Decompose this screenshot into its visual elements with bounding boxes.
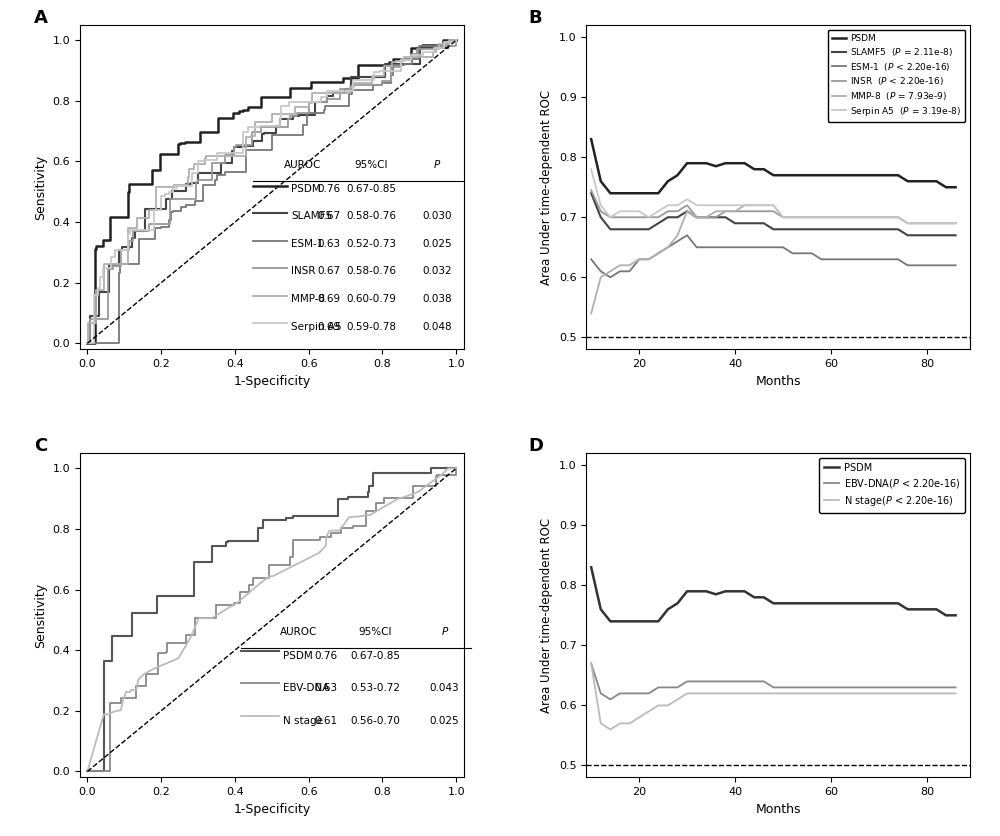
Text: P: P <box>434 160 440 170</box>
Text: 0.61: 0.61 <box>314 716 337 726</box>
Text: 0.67-0.85: 0.67-0.85 <box>347 184 397 194</box>
Text: 0.67: 0.67 <box>318 212 341 222</box>
X-axis label: 1-Specificity: 1-Specificity <box>233 803 310 816</box>
Text: 0.025: 0.025 <box>422 239 452 249</box>
Text: 0.52-0.73: 0.52-0.73 <box>347 239 397 249</box>
Text: ESM-1: ESM-1 <box>291 239 323 249</box>
Y-axis label: Sensitivity: Sensitivity <box>34 155 47 220</box>
Text: 0.030: 0.030 <box>422 212 452 222</box>
Text: 0.60-0.79: 0.60-0.79 <box>347 294 396 304</box>
Text: INSR: INSR <box>291 267 315 277</box>
Text: 0.58-0.76: 0.58-0.76 <box>347 212 397 222</box>
Text: EBV-DNA: EBV-DNA <box>283 683 330 693</box>
Text: 0.048: 0.048 <box>422 322 452 332</box>
Text: B: B <box>529 9 542 27</box>
Legend: PSDM, SLAMF5  ($P$ = 2.11e-8), ESM-1  ($P$ < 2.20e-16), INSR  ($P$ < 2.20e-16), : PSDM, SLAMF5 ($P$ = 2.11e-8), ESM-1 ($P$… <box>828 29 965 122</box>
X-axis label: 1-Specificity: 1-Specificity <box>233 375 310 388</box>
Text: 0.032: 0.032 <box>422 267 452 277</box>
Text: 0.025: 0.025 <box>430 716 459 726</box>
Text: PSDM: PSDM <box>283 650 313 660</box>
Text: 0.038: 0.038 <box>422 294 452 304</box>
Text: A: A <box>34 9 48 27</box>
Y-axis label: Area Under time-dependent ROC: Area Under time-dependent ROC <box>540 517 553 713</box>
Text: 95%CI: 95%CI <box>359 627 392 637</box>
Text: 0.69: 0.69 <box>318 294 341 304</box>
Text: C: C <box>34 437 47 455</box>
Text: 0.59-0.78: 0.59-0.78 <box>347 322 397 332</box>
Text: 95%CI: 95%CI <box>355 160 388 170</box>
X-axis label: Months: Months <box>755 803 801 816</box>
Text: 0.043: 0.043 <box>430 683 459 693</box>
Text: AUROC: AUROC <box>284 160 321 170</box>
Text: 0.53-0.72: 0.53-0.72 <box>350 683 400 693</box>
Text: P: P <box>441 627 448 637</box>
Y-axis label: Sensitivity: Sensitivity <box>34 583 47 648</box>
Legend: PSDM, EBV-DNA($P$ < 2.20e-16), N stage($P$ < 2.20e-16): PSDM, EBV-DNA($P$ < 2.20e-16), N stage($… <box>819 458 965 512</box>
Text: 0.67: 0.67 <box>318 267 341 277</box>
Text: N stage: N stage <box>283 716 323 726</box>
X-axis label: Months: Months <box>755 375 801 388</box>
Text: D: D <box>529 437 544 455</box>
Text: SLAMF5: SLAMF5 <box>291 212 332 222</box>
Text: 0.58-0.76: 0.58-0.76 <box>347 267 397 277</box>
Text: 0.76: 0.76 <box>314 650 337 660</box>
Text: 0.69: 0.69 <box>318 322 341 332</box>
Text: PSDM: PSDM <box>291 184 321 194</box>
Text: AUROC: AUROC <box>280 627 317 637</box>
Text: MMP-8: MMP-8 <box>291 294 325 304</box>
Text: 0.63: 0.63 <box>318 239 341 249</box>
Text: Serpin A5: Serpin A5 <box>291 322 342 332</box>
Text: 0.56-0.70: 0.56-0.70 <box>350 716 400 726</box>
Text: 0.76: 0.76 <box>318 184 341 194</box>
Text: 0.67-0.85: 0.67-0.85 <box>350 650 400 660</box>
Text: 0.63: 0.63 <box>314 683 337 693</box>
Y-axis label: Area Under time-dependent ROC: Area Under time-dependent ROC <box>540 89 553 285</box>
